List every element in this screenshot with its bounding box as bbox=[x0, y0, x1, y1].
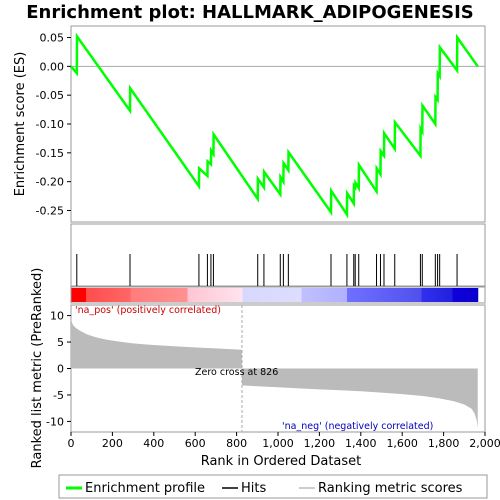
legend-frame bbox=[58, 474, 488, 499]
hits-panel bbox=[70, 223, 486, 287]
ranked-metric-y-tick-label: 10 bbox=[50, 310, 64, 323]
enrichment-y-ticks: 0.05 0.00 -0.05 -0.10 -0.15 -0.20 -0.25 bbox=[36, 32, 71, 217]
enrichment-y-tick-label: 0.00 bbox=[40, 60, 65, 73]
ranked-metric-y-axis-label: Ranked list metric (PreRanked) bbox=[30, 268, 45, 469]
enrichment-score-panel: 0.05 0.00 -0.05 -0.10 -0.15 -0.20 -0.25 Enrich… bbox=[13, 25, 486, 223]
rank-x-tick-label: 200 bbox=[102, 437, 123, 450]
enrichment-profile-line bbox=[70, 32, 479, 219]
negative-correlation-label: 'na_neg' (negatively correlated) bbox=[282, 421, 433, 432]
chart-title: Enrichment plot: HALLMARK_ADIPOGENESIS bbox=[26, 2, 474, 23]
positive-correlation-label: 'na_pos' (positively correlated) bbox=[75, 305, 221, 316]
ranked-metric-y-tick-label: 0 bbox=[57, 363, 64, 376]
legend-label-ranking: Ranking metric scores bbox=[318, 481, 463, 496]
rank-x-tick-label: 1,800 bbox=[428, 437, 460, 450]
colorbar-gradient bbox=[71, 288, 479, 302]
ranked-metric-area bbox=[71, 317, 478, 428]
rank-x-tick-label: 1,600 bbox=[386, 437, 418, 450]
ranked-metric-y-tick-label: -10 bbox=[46, 415, 64, 428]
zero-cross-label: Zero cross at 826 bbox=[195, 367, 278, 378]
rank-x-tick-label: 600 bbox=[185, 437, 206, 450]
ranked-metric-panel: 10 5 0 -5 -10 0 200 400 600 800 1,000 1,200 1,400 1,… bbox=[30, 268, 500, 469]
enrichment-y-tick-label: 0.05 bbox=[40, 32, 65, 45]
rank-x-tick-label: 1,400 bbox=[345, 437, 377, 450]
enrichment-y-tick-label: -0.20 bbox=[36, 176, 64, 189]
legend: Enrichment profile Hits Ranking metric s… bbox=[58, 474, 488, 499]
rank-x-tick-label: 400 bbox=[143, 437, 164, 450]
enrichment-y-tick-label: -0.15 bbox=[36, 147, 64, 160]
enrichment-y-tick-label: -0.10 bbox=[36, 118, 64, 131]
ranked-metric-y-ticks: 10 5 0 -5 -10 bbox=[46, 310, 71, 428]
enrichment-y-tick-label: -0.25 bbox=[36, 204, 64, 217]
enrichment-y-tick-label: -0.05 bbox=[36, 89, 64, 102]
hits-barcode bbox=[76, 254, 458, 286]
ranked-metric-y-tick-label: 5 bbox=[57, 336, 64, 349]
ranking-colorbar bbox=[70, 286, 486, 304]
legend-label-enrichment: Enrichment profile bbox=[85, 481, 205, 496]
rank-x-tick-label: 800 bbox=[226, 437, 247, 450]
hits-frame bbox=[70, 223, 486, 287]
enrichment-y-axis-label: Enrichment score (ES) bbox=[13, 52, 28, 197]
legend-label-hits: Hits bbox=[241, 481, 266, 496]
rank-x-tick-label: 0 bbox=[68, 437, 75, 450]
rank-x-ticks: 0 200 400 600 800 1,000 1,200 1,400 1,600 1,800 2,… bbox=[68, 432, 500, 450]
rank-x-axis-label: Rank in Ordered Dataset bbox=[201, 454, 362, 469]
rank-x-tick-label: 1,200 bbox=[304, 437, 336, 450]
rank-x-tick-label: 2,000 bbox=[469, 437, 500, 450]
ranked-metric-y-tick-label: -5 bbox=[53, 389, 64, 402]
rank-x-tick-label: 1,000 bbox=[262, 437, 294, 450]
